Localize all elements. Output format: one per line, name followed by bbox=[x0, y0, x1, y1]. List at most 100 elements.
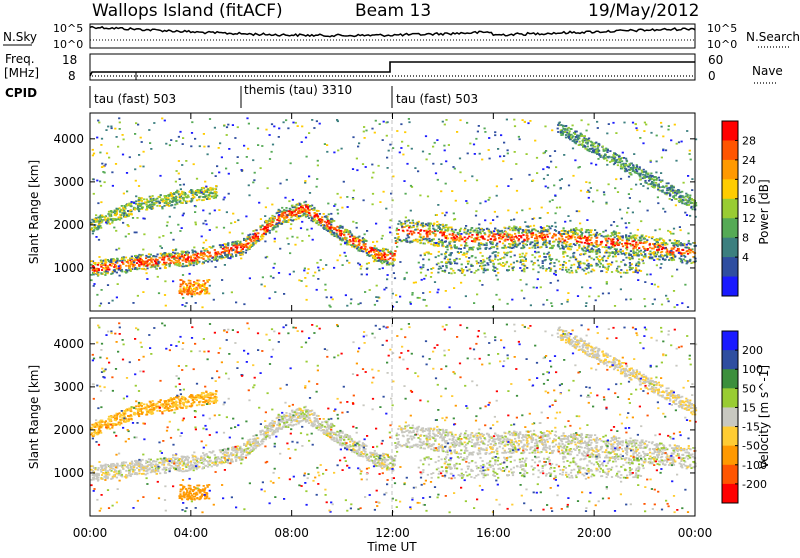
echo-cell bbox=[570, 257, 572, 259]
echo-cell bbox=[168, 195, 170, 197]
echo-cell bbox=[648, 176, 650, 178]
echo-cell bbox=[188, 289, 190, 291]
echo-cell bbox=[442, 224, 444, 226]
echo-cell bbox=[667, 189, 669, 191]
echo-cell bbox=[617, 240, 619, 242]
echo-cell bbox=[476, 179, 478, 181]
echo-cell bbox=[510, 234, 512, 236]
echo-cell bbox=[534, 247, 536, 249]
echo-cell bbox=[399, 239, 401, 241]
echo-cell bbox=[179, 279, 181, 281]
echo-cell bbox=[536, 236, 538, 238]
echo-cell bbox=[434, 281, 436, 283]
echo-cell bbox=[642, 242, 644, 244]
nsearch-label: N.Search bbox=[746, 30, 800, 44]
echo-cell bbox=[138, 208, 140, 210]
echo-cell bbox=[134, 264, 136, 266]
echo-cell bbox=[469, 232, 471, 234]
echo-cell bbox=[130, 270, 132, 272]
echo-cell bbox=[518, 235, 520, 237]
echo-cell bbox=[454, 244, 456, 246]
echo-cell bbox=[653, 259, 655, 261]
echo-cell bbox=[546, 268, 548, 270]
echo-cell bbox=[339, 255, 341, 257]
echo-cell bbox=[375, 258, 377, 260]
echo-cell bbox=[115, 163, 117, 165]
echo-cell bbox=[596, 121, 598, 123]
echo-cell bbox=[662, 257, 664, 259]
echo-cell bbox=[632, 122, 634, 124]
echo-cell bbox=[382, 267, 384, 269]
echo-cell bbox=[201, 306, 203, 308]
echo-cell bbox=[502, 236, 504, 238]
echo-cell bbox=[650, 132, 652, 134]
echo-cell bbox=[345, 237, 347, 239]
echo-cell bbox=[222, 244, 224, 246]
echo-cell bbox=[658, 249, 660, 251]
echo-cell bbox=[614, 233, 616, 235]
echo-cell bbox=[371, 128, 373, 130]
echo-cell bbox=[372, 203, 374, 205]
echo-cell bbox=[474, 241, 476, 243]
echo-cell bbox=[655, 182, 657, 184]
echo-cell bbox=[626, 272, 628, 274]
echo-cell bbox=[272, 277, 274, 279]
echo-cell bbox=[580, 238, 582, 240]
echo-cell bbox=[472, 246, 474, 248]
echo-cell bbox=[152, 195, 154, 197]
echo-cell bbox=[490, 261, 492, 263]
noise-tick-right-top: 10^5 bbox=[707, 22, 737, 35]
echo-cell bbox=[683, 182, 685, 184]
freq-unit-label: [MHz] bbox=[4, 66, 39, 80]
echo-cell bbox=[526, 235, 528, 237]
echo-cell bbox=[465, 295, 467, 297]
echo-cell bbox=[286, 210, 288, 212]
echo-cell bbox=[293, 271, 295, 273]
echo-cell bbox=[155, 256, 157, 258]
echo-cell bbox=[161, 118, 163, 120]
echo-cell bbox=[529, 243, 531, 245]
echo-cell bbox=[418, 262, 420, 264]
echo-cell bbox=[99, 216, 101, 218]
echo-cell bbox=[411, 294, 413, 296]
echo-cell bbox=[603, 236, 605, 238]
echo-cell bbox=[608, 123, 610, 125]
echo-cell bbox=[571, 264, 573, 266]
echo-cell bbox=[123, 208, 125, 210]
echo-cell bbox=[119, 210, 121, 212]
echo-cell bbox=[577, 295, 579, 297]
echo-cell bbox=[481, 284, 483, 286]
echo-cell bbox=[586, 248, 588, 250]
echo-cell bbox=[493, 263, 495, 265]
echo-cell bbox=[619, 236, 621, 238]
echo-cell bbox=[481, 268, 483, 270]
echo-cell bbox=[577, 266, 579, 268]
echo-cell bbox=[661, 186, 663, 188]
echo-cell bbox=[410, 185, 412, 187]
echo-cell bbox=[455, 229, 457, 231]
echo-cell bbox=[110, 219, 112, 221]
echo-cell bbox=[130, 209, 132, 211]
echo-cell bbox=[269, 232, 271, 234]
echo-cell bbox=[493, 251, 495, 253]
echo-cell bbox=[486, 228, 488, 230]
echo-cell bbox=[123, 258, 125, 260]
echo-cell bbox=[449, 259, 451, 261]
echo-cell bbox=[572, 231, 574, 233]
echo-cell bbox=[261, 284, 263, 286]
echo-cell bbox=[650, 274, 652, 276]
echo-cell bbox=[105, 272, 107, 274]
freq-tick-bottom: 8 bbox=[68, 69, 76, 83]
echo-cell bbox=[235, 249, 237, 251]
echo-cell bbox=[542, 304, 544, 306]
echo-cell bbox=[200, 284, 202, 286]
echo-cell bbox=[461, 264, 463, 266]
echo-cell bbox=[430, 223, 432, 225]
echo-cell bbox=[318, 224, 320, 226]
echo-cell bbox=[96, 137, 98, 139]
echo-cell bbox=[241, 245, 243, 247]
echo-cell bbox=[375, 296, 377, 298]
echo-cell bbox=[252, 159, 254, 161]
echo-cell bbox=[625, 244, 627, 246]
echo-cell bbox=[191, 296, 193, 298]
